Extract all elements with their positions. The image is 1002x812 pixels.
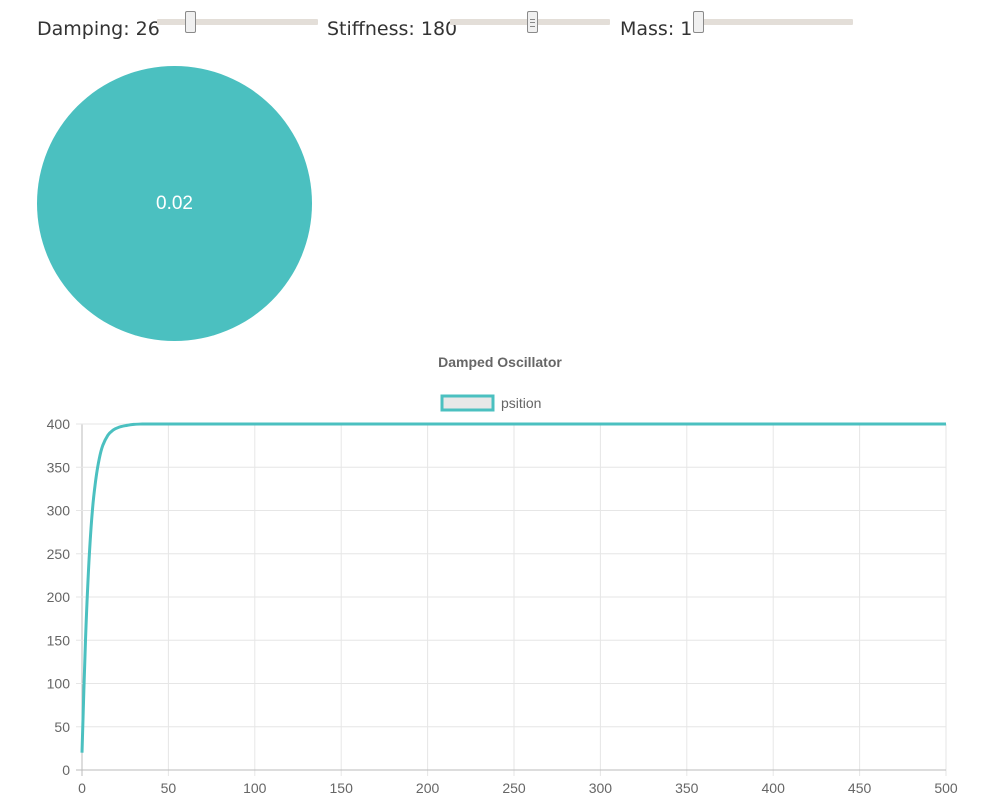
damping-slider-track[interactable]: [157, 19, 318, 25]
y-tick-label: 100: [47, 676, 71, 692]
y-tick-label: 250: [47, 546, 71, 562]
y-tick-label: 200: [47, 589, 71, 605]
x-tick-label: 150: [330, 780, 354, 796]
chart-axes: 0 50 100 150 200 250 300 350 400 450 500 0 50 100 150 2…: [47, 416, 958, 796]
x-tick-label: 200: [416, 780, 440, 796]
chart-series: [80, 422, 946, 753]
x-tick-label: 400: [762, 780, 786, 796]
y-tick-label: 400: [47, 416, 71, 432]
damping-slider-thumb[interactable]: [185, 11, 196, 33]
legend-swatch: [440, 394, 495, 412]
y-tick-label: 50: [54, 719, 70, 735]
y-tick-label: 0: [62, 762, 70, 778]
ball-value-label: 0.02: [156, 192, 193, 214]
x-tick-label: 100: [243, 780, 267, 796]
y-tick-label: 300: [47, 503, 71, 519]
stiffness-label: Stiffness: 180: [327, 18, 458, 40]
x-tick-label: 450: [848, 780, 872, 796]
damping-label: Damping: 26: [37, 18, 160, 40]
mass-slider-track[interactable]: [693, 19, 853, 25]
y-tick-label: 350: [47, 459, 71, 475]
chart-legend[interactable]: psition: [440, 394, 541, 412]
x-tick-label: 0: [78, 780, 86, 796]
oscillator-ball: 0.02: [37, 66, 312, 341]
x-tick-label: 250: [502, 780, 526, 796]
chart-grid: [76, 423, 947, 776]
x-tick-label: 500: [934, 780, 958, 796]
position-series-line: [80, 422, 946, 753]
x-tick-label: 350: [675, 780, 699, 796]
x-tick-label: 50: [161, 780, 177, 796]
position-chart: Damped Oscillator psition 0 50 100 150 200 25…: [47, 354, 958, 796]
controls-bar: Damping: 26 Stiffness: 180 Mass: 1: [0, 0, 1002, 56]
y-tick-label: 150: [47, 632, 71, 648]
chart-title: Damped Oscillator: [438, 354, 562, 370]
mass-slider-thumb[interactable]: [693, 11, 704, 33]
stiffness-slider-thumb[interactable]: [527, 11, 538, 33]
legend-label: psition: [501, 395, 541, 411]
x-tick-label: 300: [589, 780, 613, 796]
mass-label: Mass: 1: [620, 18, 693, 40]
